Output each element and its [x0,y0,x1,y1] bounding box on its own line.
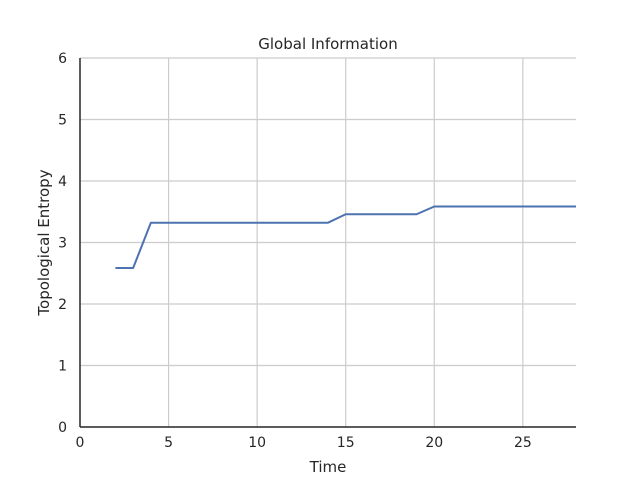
y-tick-label: 2 [58,297,67,313]
chart-title: Global Information [258,35,397,53]
x-tick-label: 10 [248,435,266,451]
x-tick-label: 5 [164,435,173,451]
y-axis-title: Topological Entropy [35,169,53,316]
axes [79,58,576,428]
x-tick-label: 15 [337,435,355,451]
series-layer [115,205,576,270]
grid [80,57,576,427]
x-tick-labels: 0 5 10 15 20 25 [76,435,532,451]
y-tick-labels: 0 1 2 3 4 5 6 [58,51,67,436]
x-axis-title: Time [309,458,347,476]
y-tick-label: 4 [58,174,67,190]
x-tick-label: 20 [425,435,443,451]
y-tick-label: 6 [58,51,67,67]
y-tick-label: 3 [58,236,67,252]
x-tick-label: 25 [514,435,532,451]
y-tick-label: 1 [58,359,67,375]
y-tick-label: 5 [58,113,67,129]
series-line [115,205,576,270]
x-tick-label: 0 [76,435,85,451]
y-tick-label: 0 [58,420,67,436]
